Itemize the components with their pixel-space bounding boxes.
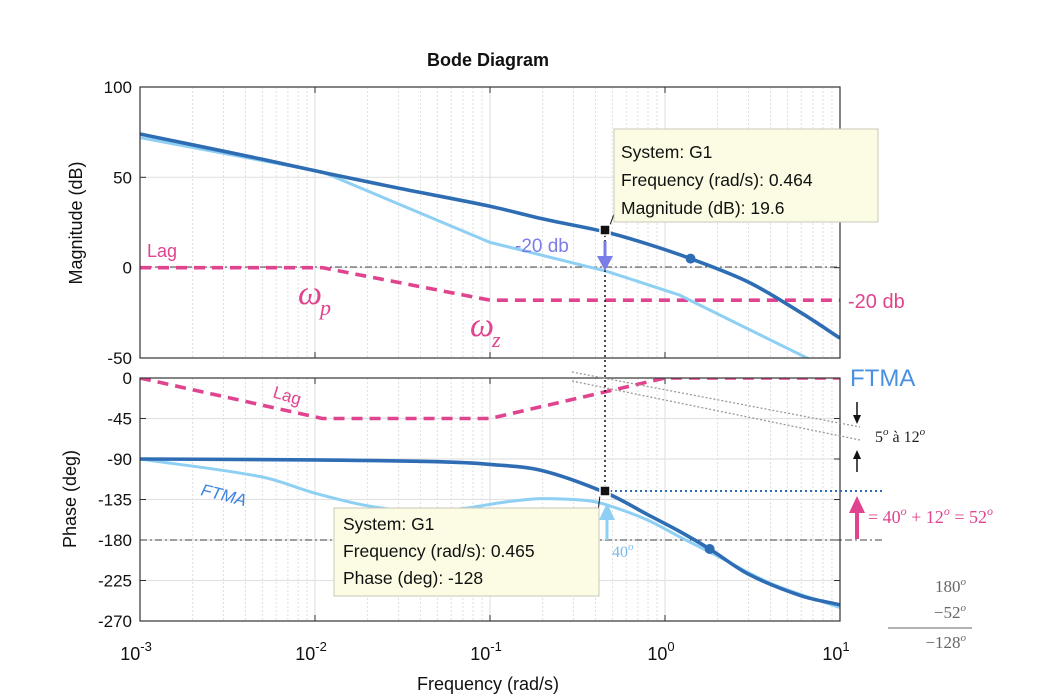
phase-boost-equation: = 40o + 12o = 52o [868,504,993,527]
phase-datatip-marker[interactable] [599,485,611,497]
phase-curve-marker [704,544,715,554]
x-tick-label: 10-2 [295,639,327,664]
x-tick-label: 101 [822,639,849,664]
forty-degree-arrow [599,503,615,540]
datatip-phase-text: Phase (deg): -128 [343,568,483,588]
omega-p-label: ωp [298,275,331,320]
datatip-frequency-text: Frequency (rad/s): 0.465 [343,541,535,561]
phase-ylabel: Phase (deg) [60,450,80,548]
phase-subtraction-calc: 180o −52o −128o [888,576,972,652]
frequency-xlabel: Frequency (rad/s) [417,674,559,694]
phase-slope-guide-2 [571,380,861,441]
minus-20db-blue-label: -20 db [515,236,569,257]
datatip-system-text: System: G1 [343,514,434,534]
datatip-magnitude-text: Magnitude (dB): 19.6 [621,198,784,218]
phase-datatip[interactable]: System: G1 Frequency (rad/s): 0.465 Phas… [333,494,601,597]
y-tick-label: -135 [98,491,132,510]
minus-20db-arrow [597,241,613,271]
forty-degree-label: 40o [612,541,634,561]
magnitude-yticks: 100 50 0 -50 [104,78,840,368]
ftma-legend-label: FTMA [850,365,915,392]
y-tick-label: 100 [104,78,132,97]
datatip-system-text: System: G1 [621,142,712,162]
x-tick-label: 10-1 [470,639,502,664]
y-tick-label: -50 [107,349,132,368]
y-tick-label: -180 [98,531,132,550]
y-tick-label: 0 [123,259,132,278]
magnitude-ylabel: Magnitude (dB) [66,161,86,284]
x-tick-label: 100 [647,639,674,664]
chart-title: Bode Diagram [427,50,549,70]
y-tick-label: 50 [113,168,132,187]
calc-line-180: 180o [935,576,967,596]
phase-slope-guide-1 [571,371,861,428]
x-tick-label: 10-3 [120,639,152,664]
y-tick-label: -90 [107,450,132,469]
magnitude-grid [140,87,840,358]
datatip-frequency-text: Frequency (rad/s): 0.464 [621,170,813,190]
phase-margin-range-label: 5o à 12o [875,426,926,446]
magnitude-series [140,132,840,358]
calc-line-minus-128: −128o [925,632,966,652]
magnitude-curve-marker [685,253,696,264]
magnitude-lag-asymptote-line [140,265,840,302]
margin-down-arrow [853,402,861,424]
y-tick-label: 0 [123,369,132,388]
magnitude-datatip-marker[interactable] [599,224,611,236]
margin-up-arrow [853,450,861,472]
y-tick-label: -45 [107,410,132,429]
calc-line-minus-52: −52o [934,602,967,622]
magnitude-datatip[interactable]: System: G1 Frequency (rad/s): 0.464 Magn… [609,128,879,226]
frequency-xtick-labels: 10-3 10-2 10-1 100 101 [120,87,850,664]
y-tick-label: -225 [98,572,132,591]
lag-magnitude-label: Lag [147,241,177,261]
y-tick-label: -270 [98,612,132,631]
fifty-two-degree-arrow [849,496,865,539]
minus-20db-pink-label: -20 db [848,291,905,313]
phase-yticks: 0 -45 -90 -135 -180 -225 -270 [98,369,840,631]
omega-z-label: ωz [470,307,501,352]
magnitude-g1-line [140,132,840,340]
